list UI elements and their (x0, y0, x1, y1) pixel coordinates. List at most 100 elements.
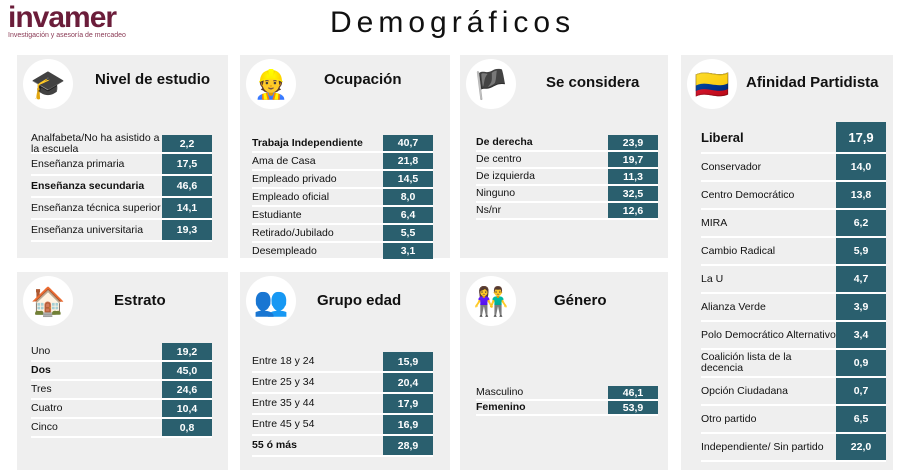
row-label: Ns/nr (476, 204, 502, 216)
row-label: Centro Democrático (701, 188, 795, 201)
row-label: Coalición lista de la decencia (701, 351, 792, 374)
worker-icon: 👷 (246, 59, 296, 109)
row-value: 14,0 (836, 154, 886, 180)
panel-nivel-estudio: 🎓 Nivel de estudio Analfabeta/No ha asis… (17, 55, 228, 258)
table-row: Cinco 0,8 (31, 419, 212, 438)
table-edad: Entre 18 y 24 15,9 Entre 25 y 34 20,4 Entre … (252, 352, 433, 457)
row-value: 19,7 (608, 152, 658, 167)
table-row: Enseñanza primaria 17,5 (31, 154, 212, 176)
row-label: Tres (31, 383, 52, 395)
table-row: Conservador 14,0 (701, 154, 886, 182)
row-value: 17,9 (836, 122, 886, 152)
row-label: Estudiante (252, 208, 302, 221)
table-row: Dos 45,0 (31, 362, 212, 381)
row-label: Entre 45 y 54 (252, 418, 315, 430)
row-label: Cinco (31, 421, 58, 433)
row-value: 5,5 (383, 225, 433, 241)
table-row: De centro 19,7 (476, 152, 658, 169)
row-label: Uno (31, 345, 51, 357)
row-value: 4,7 (836, 266, 886, 292)
row-label: MIRA (701, 216, 728, 229)
row-label: Enseñanza universitaria (31, 223, 144, 236)
row-label: Trabaja Independiente (252, 136, 363, 149)
table-genero: Masculino 46,1 Femenino 53,9 (476, 386, 658, 416)
table-row: Independiente/ Sin partido 22,0 (701, 434, 886, 462)
row-label: De izquierda (476, 170, 535, 182)
table-row: Centro Democrático 13,8 (701, 182, 886, 210)
table-row: Entre 18 y 24 15,9 (252, 352, 433, 373)
panel-se-considera: 🏴 Se considera De derecha 23,9 De centro 19… (460, 55, 668, 258)
row-value: 19,2 (162, 343, 212, 360)
table-row: Enseñanza técnica superior 14,1 (31, 198, 212, 220)
row-label: Ama de Casa (252, 154, 316, 167)
panel-genero: 👫 Género Masculino 46,1 Femenino 53,9 (460, 272, 668, 470)
row-label: Cambio Radical (701, 244, 776, 257)
row-label: Alianza Verde (701, 300, 766, 313)
row-value: 22,0 (836, 434, 886, 460)
row-value: 14,5 (383, 171, 433, 187)
row-value: 3,4 (836, 322, 886, 348)
table-row: Cambio Radical 5,9 (701, 238, 886, 266)
row-value: 16,9 (383, 415, 433, 434)
table-row: Empleado oficial 8,0 (252, 189, 433, 207)
row-label: Masculino (476, 386, 524, 398)
row-value: 24,6 (162, 381, 212, 398)
row-value: 2,2 (162, 135, 212, 152)
table-considera: De derecha 23,9 De centro 19,7 De izquierda 1… (476, 135, 658, 220)
row-label: Femenino (476, 401, 526, 413)
row-value: 17,5 (162, 154, 212, 174)
table-estrato: Uno 19,2 Dos 45,0 Tres 24,6 Cuatro 10,4 Cinco 0,8 (31, 343, 212, 438)
table-row: La U 4,7 (701, 266, 886, 294)
row-label: Empleado oficial (252, 190, 330, 203)
row-value: 3,1 (383, 243, 433, 259)
row-label: Enseñanza técnica superior (31, 201, 161, 214)
table-row: Uno 19,2 (31, 343, 212, 362)
table-row: Ninguno 32,5 (476, 186, 658, 203)
row-label: Opción Ciudadana (701, 384, 788, 397)
row-label: Retirado/Jubilado (252, 226, 334, 239)
table-row: MIRA 6,2 (701, 210, 886, 238)
row-value: 28,9 (383, 436, 433, 455)
man-woman-icon: 👫 (466, 276, 516, 326)
row-label: Empleado privado (252, 172, 337, 185)
row-value: 45,0 (162, 362, 212, 379)
table-row: Ama de Casa 21,8 (252, 153, 433, 171)
panel-estrato: 🏠 Estrato Uno 19,2 Dos 45,0 Tres 24,6 Cuatro 10… (17, 272, 228, 470)
row-label: Dos (31, 364, 51, 376)
panel-afinidad-partidista: 🇨🇴 Afinidad Partidista Liberal 17,9 Conser… (681, 55, 893, 470)
table-row: Enseñanza secundaria 46,6 (31, 176, 212, 198)
table-row: Enseñanza universitaria 19,3 (31, 220, 212, 242)
row-value: 46,6 (162, 176, 212, 196)
table-row: De derecha 23,9 (476, 135, 658, 152)
table-row: Coalición lista de la decencia 0,9 (701, 350, 886, 378)
row-value: 40,7 (383, 135, 433, 151)
table-row: Estudiante 6,4 (252, 207, 433, 225)
table-row: Tres 24,6 (31, 381, 212, 400)
row-label: Liberal (701, 129, 744, 145)
row-value: 3,9 (836, 294, 886, 320)
row-label: De centro (476, 153, 522, 165)
table-row: Empleado privado 14,5 (252, 171, 433, 189)
row-label: Analfabeta/No ha asistido a la escuela (31, 131, 160, 155)
table-row: Cuatro 10,4 (31, 400, 212, 419)
row-label: Ninguno (476, 187, 516, 199)
table-row: Desempleado 3,1 (252, 243, 433, 261)
row-value: 8,0 (383, 189, 433, 205)
table-row: Trabaja Independiente 40,7 (252, 135, 433, 153)
row-label: Enseñanza primaria (31, 157, 125, 170)
row-label: La U (701, 272, 724, 285)
row-value: 5,9 (836, 238, 886, 264)
row-value: 11,3 (608, 169, 658, 184)
panel-ocupacion: 👷 Ocupación Trabaja Independiente 40,7 Ama… (240, 55, 450, 261)
row-label: 55 ó más (252, 439, 297, 451)
row-value: 32,5 (608, 186, 658, 201)
row-value: 6,5 (836, 406, 886, 432)
panel-grupo-edad: 👥 Grupo edad Entre 18 y 24 15,9 Entre 25 y… (240, 272, 450, 470)
table-row: Alianza Verde 3,9 (701, 294, 886, 322)
table-row: De izquierda 11,3 (476, 169, 658, 186)
row-label: Otro partido (701, 412, 757, 425)
row-value: 17,9 (383, 394, 433, 413)
row-value: 0,9 (836, 350, 886, 376)
table-row: Liberal 17,9 (701, 122, 886, 154)
row-label: Entre 25 y 34 (252, 376, 315, 388)
